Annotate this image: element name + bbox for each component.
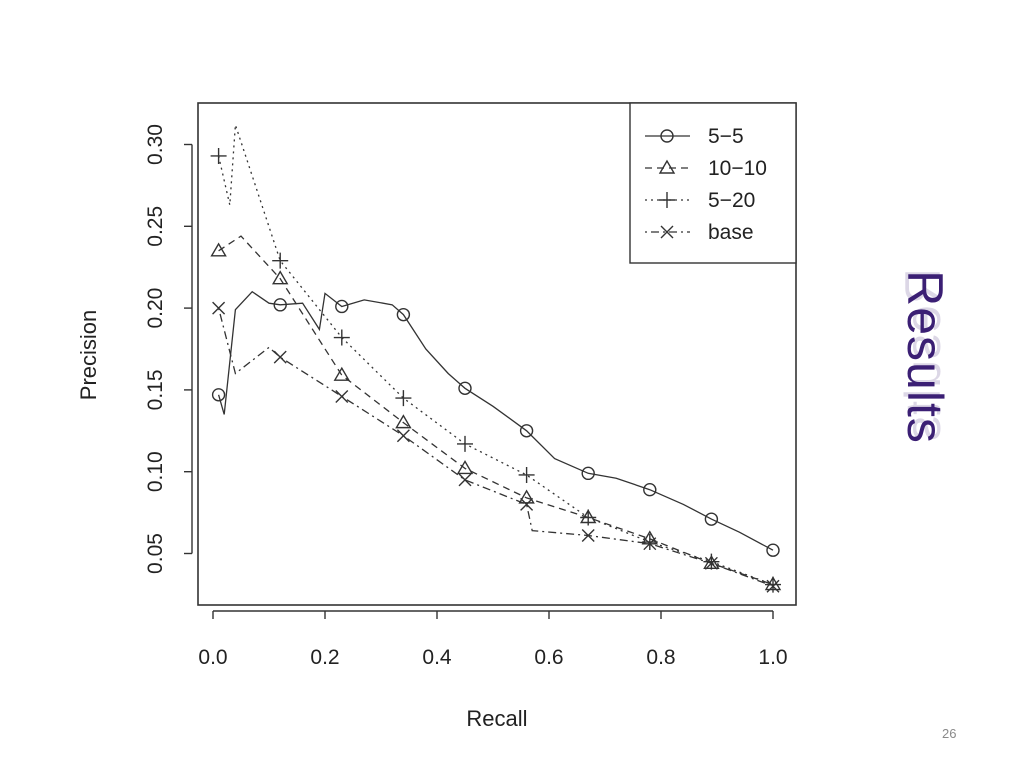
data-point <box>333 366 351 381</box>
data-point <box>457 435 473 452</box>
data-point <box>273 298 287 312</box>
x-tick-label: 0.8 <box>646 646 675 669</box>
series-line <box>218 235 774 586</box>
x-tick-label: 0.2 <box>310 646 339 669</box>
legend-marker <box>660 225 674 239</box>
y-axis-label: Precision <box>76 310 101 400</box>
data-point <box>211 388 226 402</box>
data-point <box>766 543 780 557</box>
series-2 <box>210 235 782 591</box>
data-point <box>212 301 226 315</box>
data-point <box>580 509 597 526</box>
legend: 5−5 10−10 5−20 base <box>629 102 797 264</box>
legend-entry: base <box>645 221 754 244</box>
data-point <box>271 270 289 285</box>
data-point <box>518 489 535 504</box>
x-tick-label: 0.6 <box>534 646 563 669</box>
data-point <box>396 429 410 443</box>
y-tick-label: 0.25 <box>144 206 167 247</box>
data-point <box>456 460 474 475</box>
data-point <box>704 556 718 570</box>
data-point <box>210 147 227 164</box>
x-tick-label: 0.4 <box>422 646 452 669</box>
series-line <box>217 124 774 586</box>
legend-label: 10−10 <box>708 157 767 180</box>
data-point <box>519 424 534 438</box>
legend-label: 5−20 <box>708 189 755 212</box>
y-tick-label: 0.20 <box>144 288 167 329</box>
y-tick-label: 0.15 <box>144 369 167 410</box>
x-axis-label: Recall <box>466 706 527 731</box>
series-3 <box>210 124 781 593</box>
legend-marker <box>660 129 674 143</box>
legend-entry: 5−20 <box>645 189 755 212</box>
series-4 <box>212 301 780 593</box>
y-tick-label: 0.30 <box>144 124 167 165</box>
legend-marker <box>659 192 675 208</box>
data-point <box>581 529 595 542</box>
y-tick-label: 0.10 <box>144 451 167 492</box>
data-point <box>765 576 781 593</box>
data-point <box>272 252 289 269</box>
legend-marker <box>658 159 676 174</box>
data-point <box>518 466 535 483</box>
y-tick-label: 0.05 <box>144 533 167 574</box>
legend-entry: 5−5 <box>645 125 744 148</box>
x-tick-label: 0.0 <box>198 646 227 669</box>
data-point <box>335 389 349 403</box>
data-point <box>581 466 595 481</box>
series-line <box>217 290 774 551</box>
data-point <box>643 482 657 497</box>
legend-entry: 10−10 <box>645 157 767 180</box>
plot-frame <box>197 102 797 606</box>
data-point <box>766 579 780 593</box>
x-axis: 0.0 0.2 0.4 0.6 0.8 1.0 <box>198 610 788 669</box>
data-point <box>396 307 411 322</box>
data-point <box>335 299 349 314</box>
series-layer <box>210 124 782 593</box>
data-point <box>333 329 350 346</box>
legend-label: 5−5 <box>708 125 744 148</box>
series-line <box>217 307 774 587</box>
data-point <box>273 350 287 364</box>
series-1 <box>211 290 780 557</box>
data-point <box>458 381 472 395</box>
y-axis: 0.05 0.10 0.15 0.20 0.25 0.30 <box>144 124 193 574</box>
data-point <box>643 537 657 551</box>
legend-label: base <box>708 221 754 244</box>
data-point <box>395 414 412 429</box>
slide-number: 26 <box>942 726 957 741</box>
slide-title: Results <box>897 270 953 444</box>
data-point <box>704 512 719 526</box>
data-point <box>395 390 412 407</box>
data-point <box>210 242 227 257</box>
data-point <box>641 534 658 551</box>
legend-box <box>629 102 797 264</box>
data-point <box>520 497 534 511</box>
x-tick-label: 1.0 <box>758 646 787 669</box>
slide-title-area: Results Results <box>880 262 970 452</box>
data-point <box>703 553 720 570</box>
data-point <box>458 473 472 487</box>
